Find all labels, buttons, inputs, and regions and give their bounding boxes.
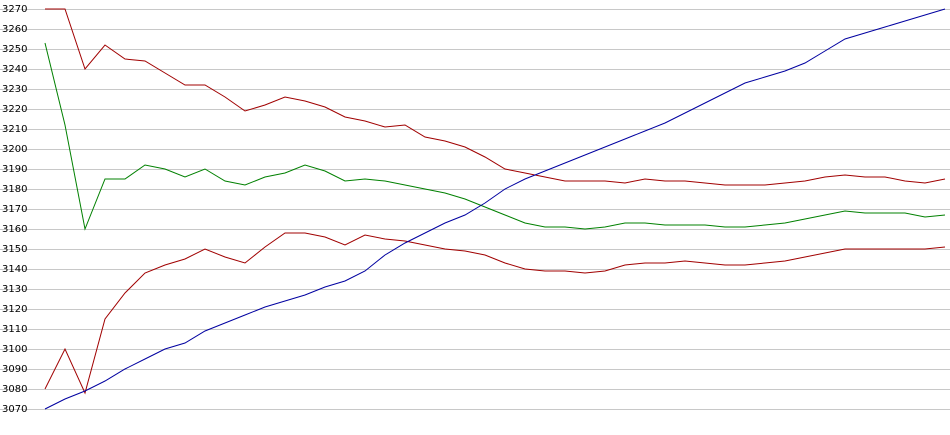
y-tick-label: 3210	[2, 124, 27, 135]
y-tick-label: 3180	[2, 184, 27, 195]
y-tick-label: 3150	[2, 244, 27, 255]
series-line	[45, 8, 946, 186]
y-tick-label: 3250	[2, 44, 27, 55]
y-tick-label: 3140	[2, 264, 27, 275]
y-tick-label: 3230	[2, 84, 27, 95]
y-tick-label: 3070	[2, 404, 27, 415]
y-tick-label: 3120	[2, 304, 27, 315]
y-tick-label: 3090	[2, 364, 27, 375]
y-tick-label: 3220	[2, 104, 27, 115]
y-tick-label: 3270	[2, 4, 27, 15]
y-tick-label: 3240	[2, 64, 27, 75]
series-line	[44, 8, 946, 410]
y-tick-label: 3110	[2, 324, 27, 335]
y-tick-label: 3260	[2, 24, 27, 35]
y-tick-label: 3100	[2, 344, 27, 355]
y-tick-label: 3200	[2, 144, 27, 155]
y-tick-label: 3170	[2, 204, 27, 215]
y-tick-label: 3130	[2, 284, 27, 295]
y-tick-label: 3160	[2, 224, 27, 235]
y-tick-label: 3080	[2, 384, 27, 395]
series-line	[44, 42, 946, 231]
y-tick-label: 3190	[2, 164, 27, 175]
series-line	[44, 232, 946, 395]
